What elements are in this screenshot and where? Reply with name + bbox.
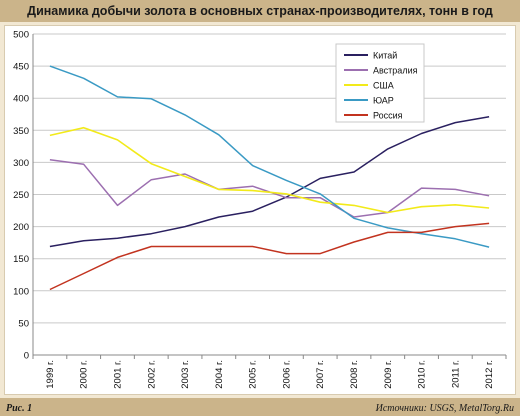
legend-label: Австралия (373, 66, 418, 76)
plot-area (4, 25, 516, 395)
y-tick-label: 150 (13, 254, 29, 265)
x-tick-label: 2005 г. (248, 360, 259, 389)
x-tick-label: 2010 г. (417, 360, 428, 389)
y-tick-label: 500 (13, 30, 29, 41)
y-tick-label: 100 (13, 286, 29, 297)
chart-title: Динамика добычи золота в основных страна… (27, 4, 493, 18)
legend-box (335, 43, 425, 123)
y-tick-label: 50 (18, 318, 29, 329)
source-label: Источники: USGS, MetalTorg.Ru (375, 403, 514, 414)
y-tick-label: 350 (13, 126, 29, 137)
x-tick-label: 2008 г. (349, 360, 360, 389)
x-tick-label: 2009 г. (383, 360, 394, 389)
series-line-австралия (49, 159, 490, 218)
x-tick-label: 2006 г. (281, 360, 292, 389)
figure-label: Рис. 1 (6, 403, 33, 414)
legend-label: Китай (373, 51, 397, 61)
x-tick-label: 2003 г. (180, 360, 191, 389)
y-tick-label: 400 (13, 94, 29, 105)
series-line-сша (49, 126, 490, 214)
y-tick-label: 0 (24, 351, 29, 362)
legend-label: Россия (373, 111, 403, 121)
x-tick-label: 2011 г. (450, 360, 461, 388)
y-tick-label: 250 (13, 190, 29, 201)
x-tick-label: 2000 г. (79, 360, 90, 389)
y-tick-label: 450 (13, 62, 29, 73)
x-tick-label: 2002 г. (146, 360, 157, 389)
x-tick-label: 2007 г. (315, 360, 326, 389)
title-bar: Динамика добычи золота в основных страна… (0, 0, 520, 22)
x-tick-label: 2012 г. (484, 360, 495, 389)
series-line-россия (49, 222, 490, 291)
y-tick-label: 300 (13, 158, 29, 169)
y-tick-label: 200 (13, 222, 29, 233)
footer-bar (0, 398, 520, 416)
legend-label: ЮАР (373, 96, 394, 106)
x-tick-label: 2001 г. (112, 360, 123, 389)
x-tick-label: 2004 г. (214, 360, 225, 389)
legend-label: США (373, 81, 394, 91)
x-tick-label: 1999 г. (45, 360, 56, 389)
series-line-китай (49, 116, 490, 248)
